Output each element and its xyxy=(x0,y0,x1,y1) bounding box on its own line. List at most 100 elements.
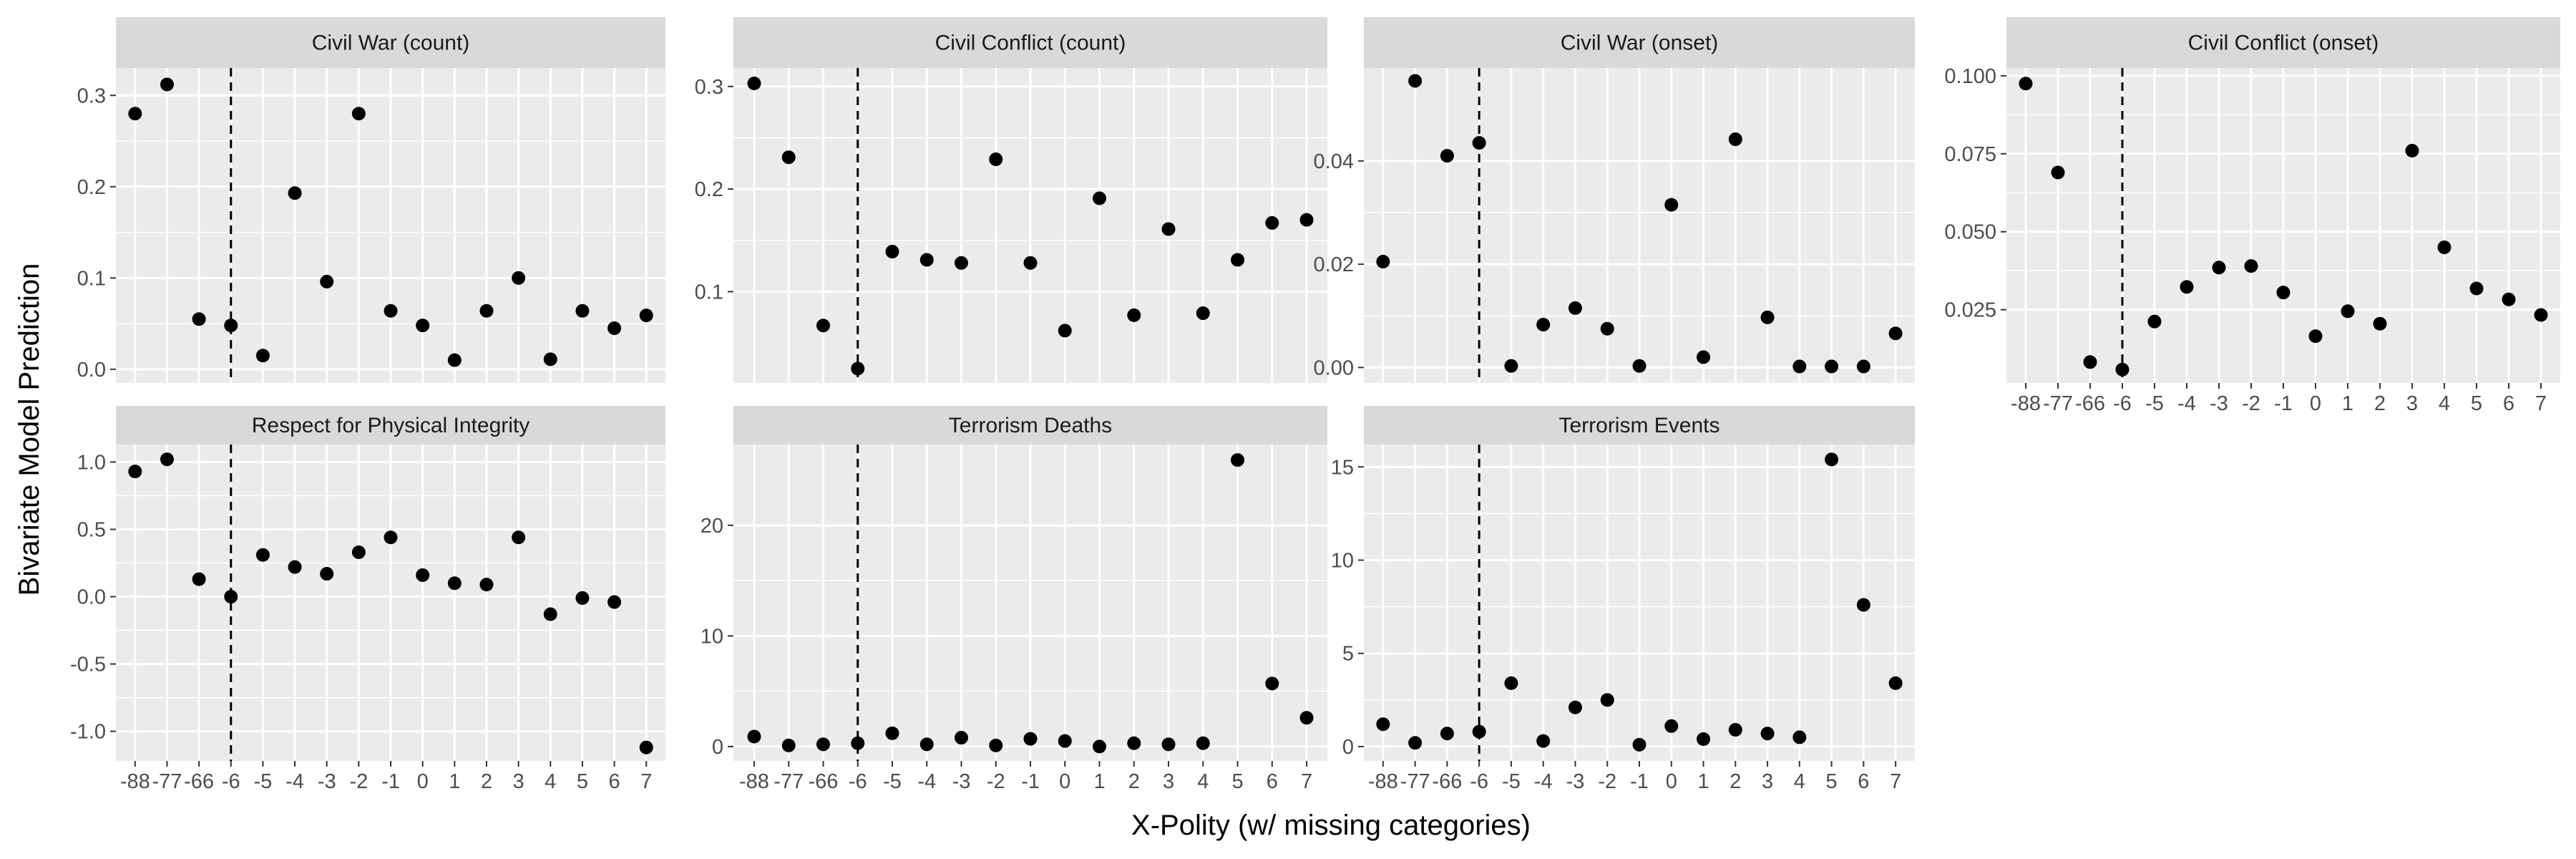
data-point xyxy=(1161,222,1176,236)
data-point xyxy=(351,545,366,559)
x-tick-label: 7 xyxy=(640,770,652,793)
x-tick-label: -6 xyxy=(2113,392,2132,415)
facet-strip xyxy=(116,17,665,68)
x-tick-label: 2 xyxy=(2374,392,2386,415)
data-point xyxy=(1568,301,1582,315)
x-tick-label: -2 xyxy=(1598,770,1616,793)
x-tick-label: -5 xyxy=(883,770,902,793)
x-tick-label: -4 xyxy=(286,770,304,793)
facet-strip xyxy=(733,406,1327,445)
data-point xyxy=(2437,240,2451,254)
data-point xyxy=(479,304,494,318)
x-tick-label: -6 xyxy=(1470,770,1488,793)
facet-strip xyxy=(1364,17,1915,68)
data-point xyxy=(747,729,761,744)
y-tick-label: 1.0 xyxy=(77,451,106,474)
data-point xyxy=(1196,736,1210,750)
data-point xyxy=(2502,292,2516,306)
data-point xyxy=(1440,149,1454,163)
data-point xyxy=(320,567,334,581)
y-tick-label: 0.0 xyxy=(77,586,106,609)
data-point xyxy=(2147,314,2162,329)
data-point xyxy=(2534,308,2548,322)
y-axis-title: Bivariate Model Prediction xyxy=(14,263,45,596)
data-point xyxy=(2115,362,2129,377)
data-point xyxy=(255,349,270,363)
data-point xyxy=(1888,326,1903,341)
x-tick-label: -3 xyxy=(318,770,336,793)
y-tick-label: 0.3 xyxy=(695,76,723,99)
x-tick-label: 0 xyxy=(417,770,429,793)
x-tick-label: -2 xyxy=(349,770,368,793)
y-tick-label: 0.050 xyxy=(1944,221,1996,244)
data-point xyxy=(1023,732,1038,746)
y-tick-label: 0.2 xyxy=(77,176,106,199)
data-point xyxy=(781,150,796,165)
data-point xyxy=(224,590,238,604)
data-point xyxy=(1058,734,1072,748)
data-point xyxy=(543,607,557,621)
data-point xyxy=(2308,329,2323,344)
data-point xyxy=(1299,711,1314,725)
data-point xyxy=(1856,598,1870,612)
x-tick-label: 6 xyxy=(1267,770,1278,793)
data-point xyxy=(1600,693,1614,707)
y-tick-label: 0 xyxy=(1342,736,1354,759)
x-tick-label: 3 xyxy=(1163,770,1174,793)
x-tick-label: -66 xyxy=(1432,770,1462,793)
x-tick-label: -1 xyxy=(1021,770,1040,793)
y-tick-label: 0 xyxy=(712,736,723,759)
data-point xyxy=(851,361,865,376)
data-point xyxy=(351,107,366,121)
data-point xyxy=(2405,143,2419,157)
data-point xyxy=(1728,723,1742,737)
data-point xyxy=(2373,316,2387,331)
x-tick-label: -4 xyxy=(2177,392,2196,415)
data-point xyxy=(1728,132,1742,147)
data-point xyxy=(543,352,557,367)
x-tick-label: 7 xyxy=(2535,392,2547,415)
data-point xyxy=(1632,737,1646,752)
facet-panel: Civil War (onset) 0.00 0.02 0.04 xyxy=(1314,17,1915,383)
data-point xyxy=(1127,308,1141,322)
data-point xyxy=(816,319,830,333)
x-tick-label: 6 xyxy=(2503,392,2514,415)
x-tick-label: 0 xyxy=(1059,770,1070,793)
x-tick-label: 2 xyxy=(1128,770,1140,793)
data-point xyxy=(1376,717,1390,732)
data-point xyxy=(2051,165,2065,180)
data-point xyxy=(512,271,526,285)
data-point xyxy=(1536,734,1551,748)
data-point xyxy=(192,312,206,326)
data-point xyxy=(1472,724,1486,739)
y-tick-label: 0.1 xyxy=(77,267,106,290)
data-point xyxy=(919,253,934,267)
data-point xyxy=(2180,280,2194,294)
data-point xyxy=(2469,281,2484,296)
y-tick-label: 0.075 xyxy=(1944,143,1996,166)
data-point xyxy=(1825,452,1839,467)
data-point xyxy=(416,319,430,333)
data-point xyxy=(1265,215,1279,230)
data-point xyxy=(1568,700,1582,714)
y-tick-label: 0.04 xyxy=(1314,150,1354,173)
facet-strip xyxy=(2006,17,2560,68)
data-point xyxy=(1196,306,1210,321)
y-tick-label: 0.02 xyxy=(1314,253,1354,276)
data-point xyxy=(1161,737,1176,752)
data-point xyxy=(1376,254,1390,268)
data-point xyxy=(1093,739,1107,754)
data-point xyxy=(1536,317,1551,331)
y-tick-label: 0.3 xyxy=(77,84,106,107)
x-tick-label: -5 xyxy=(2145,392,2164,415)
data-point xyxy=(2212,261,2226,275)
y-tick-label: 0.025 xyxy=(1944,299,1996,322)
data-point xyxy=(128,107,142,121)
data-point xyxy=(1504,676,1518,690)
y-tick-label: 0.00 xyxy=(1314,356,1354,379)
y-tick-label: 0.2 xyxy=(695,178,723,201)
x-tick-label: 0 xyxy=(2310,392,2321,415)
data-point xyxy=(1792,359,1807,374)
x-tick-label: -66 xyxy=(809,770,839,793)
